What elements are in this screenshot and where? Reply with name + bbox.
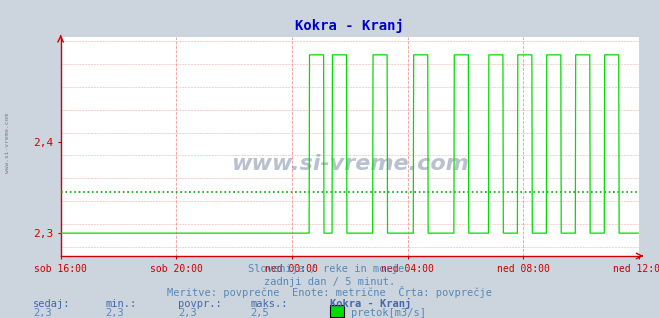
Title: Kokra - Kranj: Kokra - Kranj [295,18,405,33]
Text: Slovenija / reke in morje.: Slovenija / reke in morje. [248,264,411,274]
Text: 2,5: 2,5 [250,308,269,318]
Text: pretok[m3/s]: pretok[m3/s] [351,308,426,318]
Text: 2,3: 2,3 [105,308,124,318]
Text: zadnji dan / 5 minut.: zadnji dan / 5 minut. [264,277,395,287]
Text: sedaj:: sedaj: [33,299,71,309]
Text: 2,3: 2,3 [33,308,51,318]
Text: www.si-vreme.com: www.si-vreme.com [231,154,469,174]
Text: www.si-vreme.com: www.si-vreme.com [5,113,11,173]
Text: 2,3: 2,3 [178,308,196,318]
Text: min.:: min.: [105,299,136,309]
Text: Meritve: povprečne  Enote: metrične  Črta: povprečje: Meritve: povprečne Enote: metrične Črta:… [167,287,492,298]
Text: maks.:: maks.: [250,299,288,309]
Text: povpr.:: povpr.: [178,299,221,309]
Text: Kokra - Kranj: Kokra - Kranj [330,298,411,309]
